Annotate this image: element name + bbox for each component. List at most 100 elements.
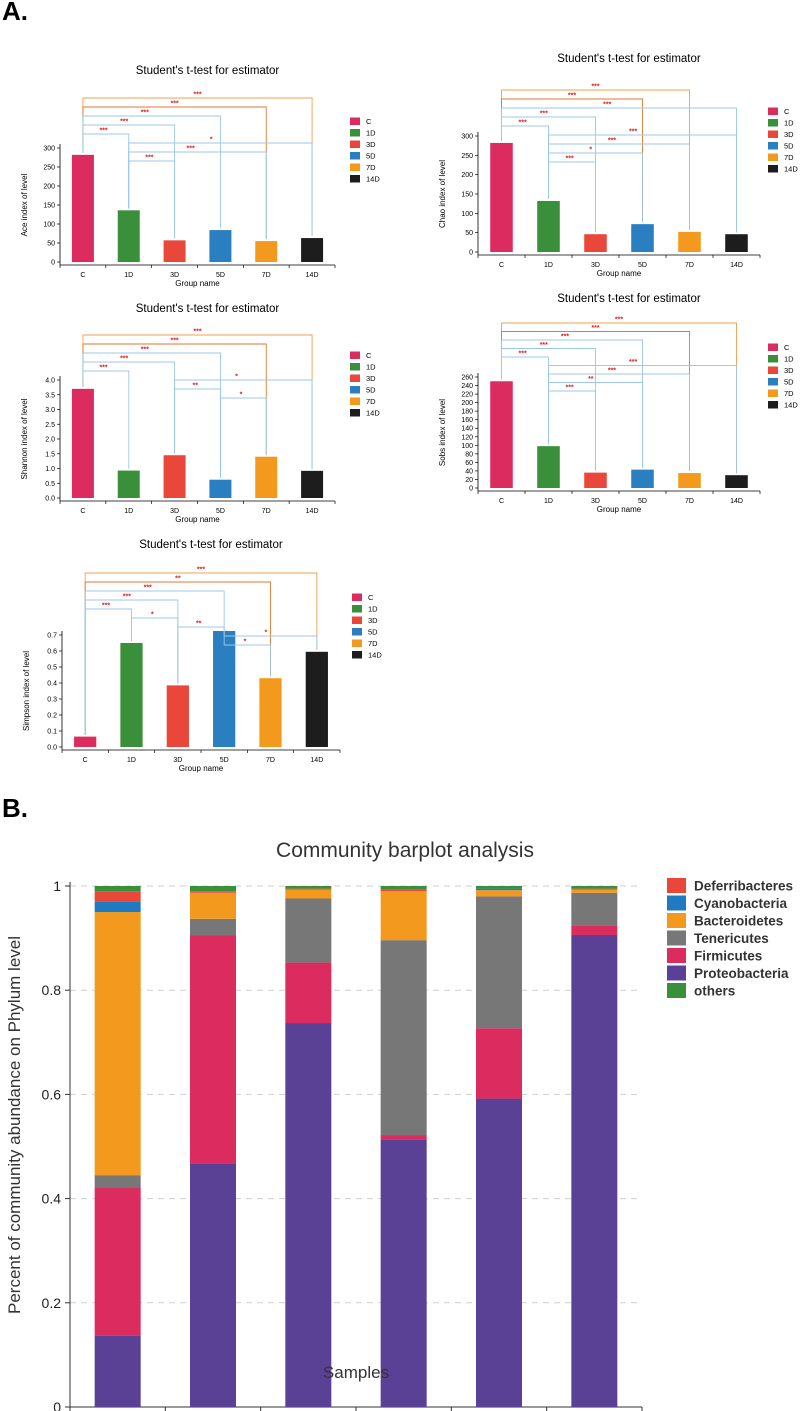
legend-swatch-14D bbox=[350, 175, 360, 183]
stack-Proteobacteria-7D bbox=[476, 1098, 522, 1407]
legend-label-3D: 3D bbox=[784, 366, 794, 375]
y-tick-label: 250 bbox=[43, 165, 55, 172]
y-tick-label: 240 bbox=[461, 383, 473, 390]
alpha-diversity-figure: Student's t-test for estimator 0 50 100 150 2… bbox=[20, 53, 798, 773]
legend-swatch-5D bbox=[350, 152, 360, 160]
stack-Deferribacteres-5D bbox=[380, 889, 427, 892]
x-axis-label: Group name bbox=[179, 764, 224, 773]
y-tick-label: 4.0 bbox=[45, 378, 55, 385]
significance-label: *** bbox=[591, 325, 599, 332]
legend-label-5D: 5D bbox=[784, 142, 794, 151]
legend-label-Tenericutes: Tenericutes bbox=[694, 931, 769, 946]
stack-Bacteroidetes-1D bbox=[190, 892, 236, 919]
legend-label-7D: 7D bbox=[368, 639, 378, 648]
x-tick-label: 14D bbox=[730, 262, 743, 269]
y-tick-label: 0.5 bbox=[47, 665, 57, 672]
significance-label: *** bbox=[561, 334, 569, 341]
bar-14D bbox=[725, 475, 748, 488]
legend-label-1D: 1D bbox=[784, 355, 794, 364]
stack-Firmicutes-C bbox=[94, 1187, 141, 1336]
legend-swatch-1D bbox=[768, 119, 778, 127]
y-tick-label: 1.0 bbox=[45, 466, 55, 473]
bar-5D bbox=[209, 230, 232, 262]
legend-swatch-7D bbox=[350, 163, 360, 171]
significance-bracket bbox=[501, 107, 737, 233]
legend-swatch-Cyanobacteria bbox=[667, 895, 686, 911]
legend-swatch-5D bbox=[768, 142, 778, 150]
y-tick-label: 100 bbox=[43, 222, 55, 229]
stack-Tenericutes-1D bbox=[190, 918, 236, 936]
x-tick-label: C bbox=[499, 262, 504, 269]
y-axis-label: Percent of community abundance on Phylum… bbox=[5, 936, 24, 1314]
sobs-chart: Student's t-test for estimator0204060801… bbox=[438, 293, 798, 514]
y-tick-label: 0.6 bbox=[47, 649, 57, 656]
legend-label-7D: 7D bbox=[784, 389, 794, 398]
y-tick-label: 100 bbox=[461, 211, 473, 218]
stack-Proteobacteria-3D bbox=[285, 1023, 332, 1407]
significance-label: * bbox=[210, 137, 213, 144]
y-tick-label: 120 bbox=[461, 434, 473, 441]
significance-label: *** bbox=[141, 110, 149, 117]
significance-bracket bbox=[223, 629, 271, 677]
significance-label: *** bbox=[120, 119, 128, 126]
stack-Firmicutes-3D bbox=[285, 962, 332, 1024]
significance-label: *** bbox=[566, 385, 574, 392]
legend-swatch-7D bbox=[352, 639, 362, 647]
shannon-chart: Student's t-test for estimator 0.0 0.5 1.0 1… bbox=[20, 303, 380, 524]
significance-label: * bbox=[264, 630, 267, 637]
y-tick-label: 0 bbox=[51, 260, 55, 267]
significance-label: *** bbox=[193, 92, 201, 99]
stack-others-7D bbox=[476, 886, 522, 889]
legend-swatch-C bbox=[350, 117, 360, 125]
legend-swatch-1D bbox=[350, 129, 360, 137]
community-chart: Community barplot analysis 0 0.2 0.4 0.6 0.8 1… bbox=[5, 839, 793, 1411]
legend-label-5D: 5D bbox=[368, 628, 378, 637]
significance-bracket bbox=[128, 160, 176, 239]
legend-swatch-7D bbox=[350, 397, 360, 405]
legend-swatch-Proteobacteria bbox=[667, 965, 686, 981]
legend-swatch-C bbox=[352, 593, 362, 601]
chart-title: Student's t-test for estimator bbox=[136, 65, 280, 77]
chart-title: Community barplot analysis bbox=[276, 839, 534, 862]
x-tick-label: 1D bbox=[544, 262, 553, 269]
legend-label-3D: 3D bbox=[784, 130, 794, 139]
y-tick-label: 0.3 bbox=[47, 697, 57, 704]
x-tick-label: 7D bbox=[262, 272, 271, 279]
y-tick-label: 0.2 bbox=[47, 713, 57, 720]
y-tick-label: 220 bbox=[461, 392, 473, 399]
significance-label: *** bbox=[608, 368, 616, 375]
y-tick-label: 0.8 bbox=[42, 982, 62, 998]
significance-label: *** bbox=[540, 342, 548, 349]
y-tick-label: 2.5 bbox=[45, 422, 55, 429]
x-axis-label: Samples bbox=[323, 1363, 389, 1382]
bar-3D bbox=[163, 455, 186, 498]
legend-label-3D: 3D bbox=[368, 616, 378, 625]
bar-7D bbox=[255, 241, 278, 262]
legend-swatch-Deferribacteres bbox=[667, 878, 686, 893]
bar-3D bbox=[584, 472, 607, 488]
x-tick-label: 3D bbox=[170, 508, 179, 515]
legend-label-14D: 14D bbox=[368, 651, 382, 660]
bar-1D bbox=[537, 200, 560, 252]
significance-label: *** bbox=[540, 111, 548, 118]
y-axis-label: Ace index of level bbox=[20, 173, 29, 236]
legend-label-Proteobacteria: Proteobacteria bbox=[694, 966, 789, 981]
y-tick-label: 0.4 bbox=[42, 1191, 62, 1207]
bar-14D bbox=[301, 470, 324, 498]
legend-label-14D: 14D bbox=[784, 165, 798, 174]
panel-label-b: B. bbox=[2, 793, 28, 823]
legend-label-3D: 3D bbox=[366, 374, 376, 383]
legend-swatch-1D bbox=[350, 363, 360, 371]
x-tick-label: 1D bbox=[124, 272, 133, 279]
y-tick-label: 200 bbox=[461, 172, 473, 179]
y-tick-label: 3.5 bbox=[45, 392, 55, 399]
legend-swatch-14D bbox=[350, 409, 360, 417]
y-tick-label: 300 bbox=[461, 134, 473, 141]
stack-Cyanobacteria-C bbox=[94, 901, 141, 913]
y-tick-label: 300 bbox=[43, 146, 55, 153]
significance-label: * bbox=[235, 374, 238, 381]
legend-swatch-C bbox=[768, 107, 778, 115]
significance-label: *** bbox=[102, 603, 110, 610]
bar-3D bbox=[163, 240, 186, 262]
y-tick-label: 0.4 bbox=[47, 681, 57, 688]
